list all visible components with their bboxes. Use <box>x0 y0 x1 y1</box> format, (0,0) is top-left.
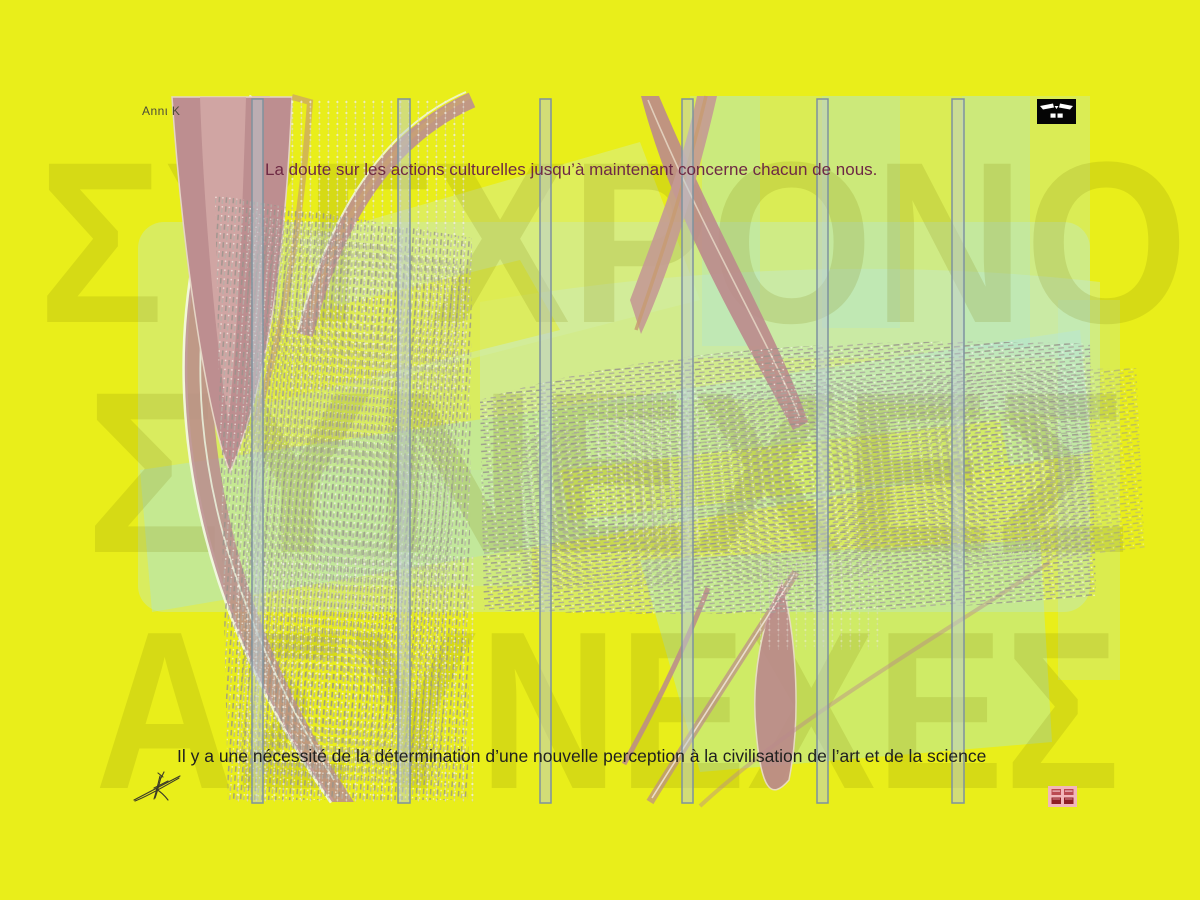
glass-bar <box>397 98 411 804</box>
glass-bar <box>816 98 829 804</box>
quote-top: La doute sur les actions culturelles jus… <box>265 160 878 179</box>
black-face-glyph-icon[interactable] <box>1037 99 1076 124</box>
pink-window-grid-icon[interactable] <box>1048 786 1077 807</box>
glass-bar <box>951 98 965 804</box>
black-face-glyph-icon-svg <box>1037 99 1076 124</box>
glass-bar <box>251 98 264 804</box>
pink-window-grid-icon-svg <box>1048 786 1077 807</box>
ak-signature-monogram <box>130 768 190 810</box>
glass-bar <box>539 98 552 804</box>
glass-bar <box>681 98 694 804</box>
vertical-glass-bars <box>251 98 965 804</box>
artist-label: Annι K <box>142 104 181 118</box>
ak-signature-svg <box>133 771 181 802</box>
quote-bottom: Il y a une nécessité de la détermination… <box>177 746 987 766</box>
